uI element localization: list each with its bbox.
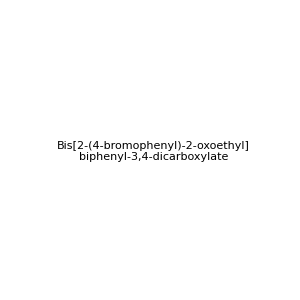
- Text: Bis[2-(4-bromophenyl)-2-oxoethyl] biphenyl-3,4-dicarboxylate: Bis[2-(4-bromophenyl)-2-oxoethyl] biphen…: [57, 141, 250, 162]
